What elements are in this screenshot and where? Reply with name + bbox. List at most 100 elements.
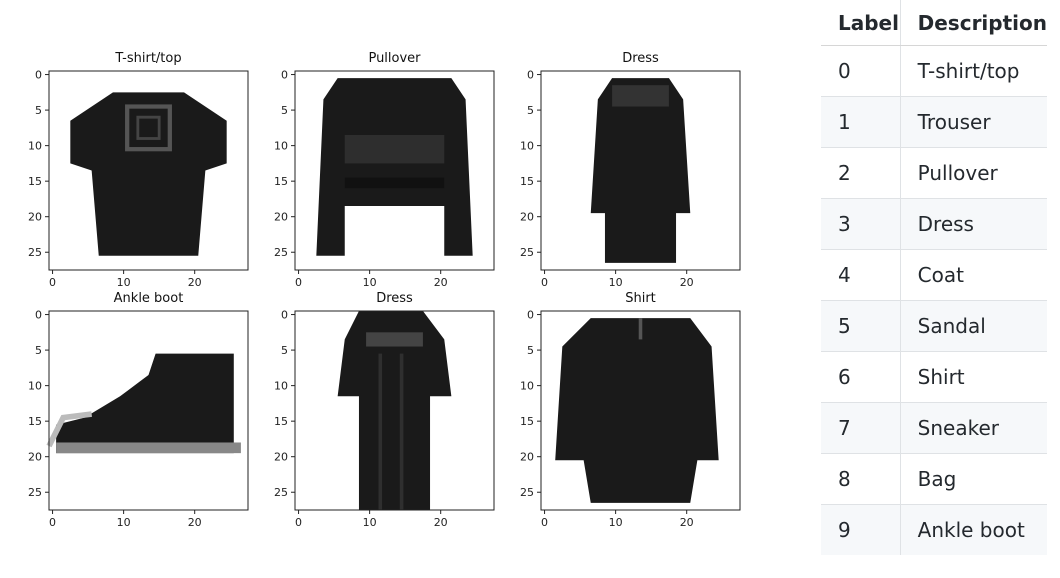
panel-title: Shirt	[625, 291, 656, 306]
label-column-header: Label	[821, 0, 901, 46]
y-tick-label: 25	[274, 246, 288, 259]
description-cell: Sandal	[900, 300, 1047, 352]
y-tick-label: 15	[520, 175, 534, 188]
image-grid-svg: T-shirt/top 0 5 10 15 20 25 0 10 20 Pullover 0 5 10 15…	[28, 51, 741, 529]
description-cell: Bag	[900, 453, 1047, 505]
image-panel: Pullover 0 5 10 15 20 25 0 10 20	[274, 51, 495, 289]
y-tick-label: 15	[274, 175, 288, 188]
y-tick-label: 20	[28, 211, 42, 224]
panel-title: Pullover	[368, 51, 421, 66]
table-row: 1 Trouser	[821, 96, 1047, 148]
x-tick-label: 20	[188, 276, 202, 289]
table-row: 2 Pullover	[821, 147, 1047, 199]
y-tick-label: 25	[28, 246, 42, 259]
y-tick-label: 5	[281, 344, 288, 357]
x-tick-label: 0	[295, 276, 302, 289]
dress-image	[541, 71, 740, 270]
y-tick-label: 20	[274, 451, 288, 464]
y-tick-label: 25	[520, 246, 534, 259]
y-tick-label: 10	[520, 380, 534, 393]
y-tick-label: 20	[28, 451, 42, 464]
x-tick-label: 0	[295, 516, 302, 529]
image-panel: Ankle boot 0 5 10 15 20 25 0 10 20	[28, 291, 249, 529]
x-tick-label: 10	[363, 276, 377, 289]
y-tick-label: 10	[274, 140, 288, 153]
y-tick-label: 10	[28, 380, 42, 393]
y-tick-label: 5	[35, 104, 42, 117]
description-cell: Ankle boot	[900, 504, 1047, 555]
y-tick-label: 20	[520, 451, 534, 464]
y-tick-label: 25	[28, 486, 42, 499]
x-tick-label: 0	[49, 516, 56, 529]
table-row: 8 Bag	[821, 453, 1047, 505]
y-tick-label: 5	[527, 344, 534, 357]
label-cell: 7	[821, 402, 901, 454]
table-row: 5 Sandal	[821, 300, 1047, 352]
table-row: 0 T-shirt/top	[821, 45, 1047, 97]
y-tick-label: 15	[520, 415, 534, 428]
table-row: 7 Sneaker	[821, 402, 1047, 454]
y-tick-label: 10	[28, 140, 42, 153]
description-cell: Pullover	[900, 147, 1047, 199]
x-tick-label: 20	[680, 516, 694, 529]
y-tick-label: 25	[520, 486, 534, 499]
shirt-image	[541, 311, 740, 510]
y-tick-label: 20	[520, 211, 534, 224]
label-cell: 3	[821, 198, 901, 250]
y-tick-label: 25	[274, 486, 288, 499]
y-tick-label: 5	[527, 104, 534, 117]
y-tick-label: 15	[28, 175, 42, 188]
panel-title: Dress	[376, 291, 413, 306]
x-tick-label: 20	[680, 276, 694, 289]
table-header-row: Label Description	[821, 0, 1047, 46]
tshirt-image	[49, 71, 248, 270]
label-cell: 5	[821, 300, 901, 352]
x-tick-label: 0	[541, 276, 548, 289]
panel-title: T-shirt/top	[114, 51, 181, 66]
image-panel: Dress 0 5 10 15 20 25 0 10 20	[274, 291, 495, 529]
description-cell: T-shirt/top	[900, 45, 1047, 97]
table-row: 6 Shirt	[821, 351, 1047, 403]
image-panel: Shirt 0 5 10 15 20 25 0 10 20	[520, 291, 741, 529]
label-table: Label Description 0 T-shirt/top 1 Trouse…	[821, 0, 1047, 555]
y-tick-label: 20	[274, 211, 288, 224]
label-cell: 2	[821, 147, 901, 199]
description-column-header: Description	[900, 0, 1047, 46]
x-tick-label: 10	[117, 276, 131, 289]
label-cell: 8	[821, 453, 901, 505]
label-cell: 9	[821, 504, 901, 555]
label-cell: 1	[821, 96, 901, 148]
y-tick-label: 0	[35, 309, 42, 322]
description-cell: Sneaker	[900, 402, 1047, 454]
x-tick-label: 20	[188, 516, 202, 529]
y-tick-label: 0	[281, 69, 288, 82]
panel-title: Dress	[622, 51, 659, 66]
description-cell: Shirt	[900, 351, 1047, 403]
x-tick-label: 0	[49, 276, 56, 289]
y-tick-label: 0	[527, 69, 534, 82]
x-tick-label: 0	[541, 516, 548, 529]
x-tick-label: 10	[609, 516, 623, 529]
x-tick-label: 10	[609, 276, 623, 289]
y-tick-label: 0	[35, 69, 42, 82]
x-tick-label: 20	[434, 276, 448, 289]
x-tick-label: 20	[434, 516, 448, 529]
table-row: 4 Coat	[821, 249, 1047, 301]
label-cell: 4	[821, 249, 901, 301]
axis-frame	[294, 310, 495, 511]
y-tick-label: 10	[520, 140, 534, 153]
axis-frame	[540, 70, 741, 271]
y-tick-label: 15	[28, 415, 42, 428]
dress2-image	[295, 311, 494, 511]
label-cell: 0	[821, 45, 901, 97]
label-cell: 6	[821, 351, 901, 403]
axis-frame	[294, 70, 495, 271]
table-row: 3 Dress	[821, 198, 1047, 250]
pullover-image	[295, 71, 494, 270]
y-tick-label: 10	[274, 380, 288, 393]
axis-frame	[48, 70, 249, 271]
x-tick-label: 10	[363, 516, 377, 529]
description-cell: Coat	[900, 249, 1047, 301]
panel-title: Ankle boot	[114, 291, 184, 306]
y-tick-label: 0	[281, 309, 288, 322]
